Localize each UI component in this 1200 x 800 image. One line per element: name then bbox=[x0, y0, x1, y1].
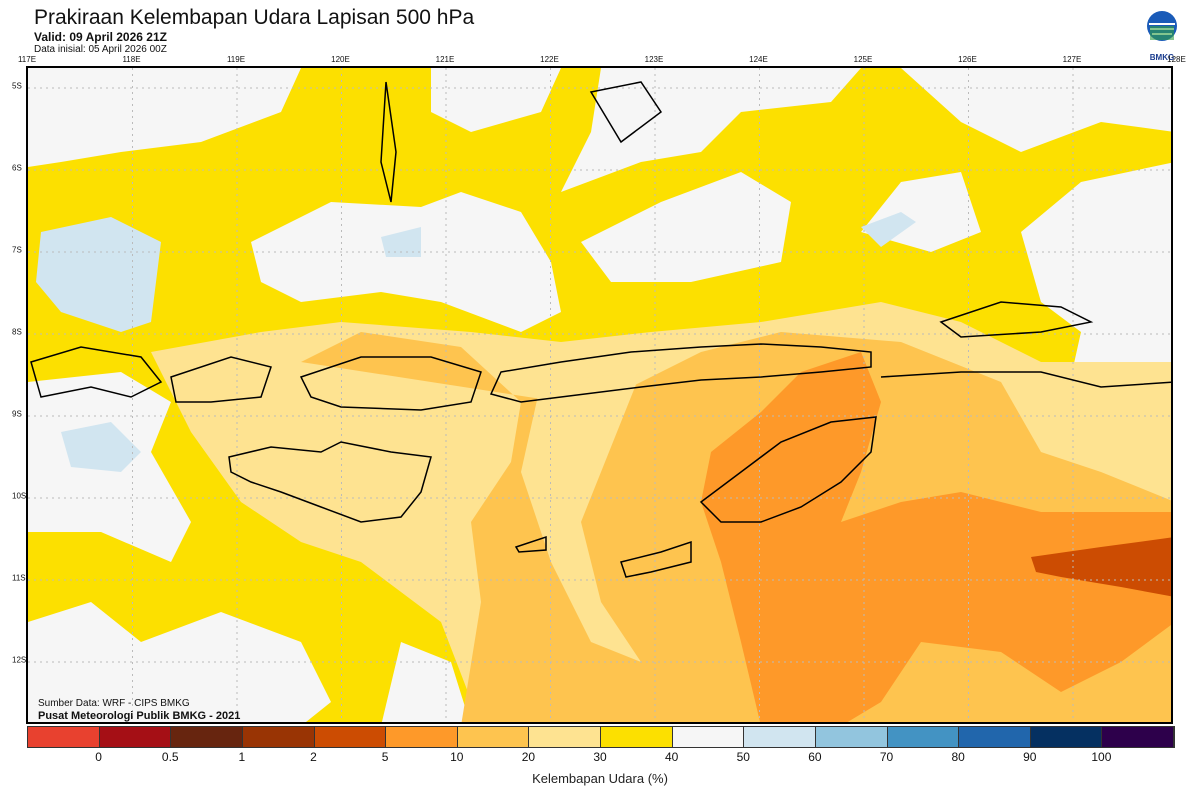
colorbar-tick: 80 bbox=[951, 750, 965, 764]
organization-credit: Pusat Meteorologi Publik BMKG - 2021 bbox=[38, 710, 241, 722]
colorbar-tick: 20 bbox=[521, 750, 536, 764]
lon-label: 126E bbox=[958, 55, 977, 64]
map-title: Prakiraan Kelembapan Udara Lapisan 500 h… bbox=[34, 6, 475, 29]
lon-label: 122E bbox=[540, 55, 559, 64]
coastlines bbox=[30, 81, 1171, 578]
humidity-5-10-region bbox=[701, 352, 1171, 722]
humidity-field bbox=[28, 68, 1171, 722]
lon-label: 121E bbox=[435, 55, 455, 64]
lon-label: 127E bbox=[1062, 55, 1082, 64]
colorbar-swatch bbox=[457, 727, 530, 747]
colorbar-tick: 30 bbox=[593, 750, 607, 764]
colorbar-tick: 0.5 bbox=[161, 750, 179, 764]
colorbar-swatch bbox=[314, 727, 387, 747]
colorbar-tick: 70 bbox=[879, 750, 894, 764]
colorbar-swatch bbox=[242, 727, 315, 747]
valid-time: Valid: 09 April 2026 21Z bbox=[34, 30, 167, 44]
humidity-20-30-band bbox=[521, 372, 641, 662]
colorbar-swatch bbox=[1030, 727, 1103, 747]
colorbar-tick: 10 bbox=[450, 750, 464, 764]
colorbar-swatch bbox=[887, 727, 960, 747]
lat-label: 9S bbox=[12, 409, 22, 419]
graticule bbox=[28, 68, 1171, 722]
lat-label: 5S bbox=[12, 81, 22, 91]
lat-label: 6S bbox=[12, 163, 22, 173]
colorbar-tick: 60 bbox=[808, 750, 822, 764]
colorbar-swatch bbox=[529, 727, 601, 747]
data-source: Sumber Data: WRF - CIPS BMKG bbox=[38, 698, 190, 709]
colorbar-tick: 40 bbox=[664, 750, 679, 764]
bmkg-logo: BMKG bbox=[1144, 10, 1180, 65]
lon-label: 125E bbox=[853, 55, 873, 64]
humidity-map bbox=[26, 66, 1173, 724]
bmkg-logo-icon bbox=[1147, 11, 1177, 41]
colorbar-swatch bbox=[1102, 727, 1174, 747]
colorbar-tick: 100 bbox=[1091, 750, 1112, 764]
init-time: Data inisial: 05 April 2026 00Z bbox=[34, 44, 167, 55]
humidity-2-5-region bbox=[1031, 537, 1171, 597]
lat-label: 11S bbox=[12, 573, 26, 583]
lon-label: 123E bbox=[644, 55, 664, 64]
lat-label: 10S bbox=[12, 491, 27, 501]
colorbar-swatch bbox=[815, 727, 888, 747]
lat-label: 12S bbox=[12, 655, 27, 665]
colorbar-swatch bbox=[99, 727, 172, 747]
lon-label: 119E bbox=[226, 55, 246, 64]
colorbar bbox=[27, 726, 1175, 748]
colorbar-swatch bbox=[386, 727, 458, 747]
lat-label: 7S bbox=[12, 245, 22, 255]
colorbar-tick: 2 bbox=[310, 750, 317, 764]
colorbar-tick: 50 bbox=[736, 750, 750, 764]
colorbar-tick: 5 bbox=[381, 750, 389, 764]
colorbar-swatch bbox=[744, 727, 816, 747]
lon-label: 124E bbox=[749, 55, 768, 64]
colorbar-swatch bbox=[28, 727, 100, 747]
colorbar-swatch bbox=[959, 727, 1031, 747]
colorbar-tick: 0 bbox=[95, 750, 102, 764]
colorbar-label: Kelembapan Udara (%) bbox=[532, 771, 668, 786]
humidity-50-60-regions bbox=[36, 212, 916, 472]
colorbar-swatch bbox=[672, 727, 745, 747]
colorbar-swatch bbox=[171, 727, 243, 747]
colorbar-swatch bbox=[601, 727, 673, 747]
lon-label: 117E bbox=[17, 55, 37, 64]
logo-text: BMKG bbox=[1149, 53, 1175, 62]
lon-label: 128E bbox=[1167, 55, 1186, 64]
lon-label: 118E bbox=[122, 55, 141, 64]
lat-label: 8S bbox=[12, 327, 22, 337]
colorbar-tick: 90 bbox=[1023, 750, 1037, 764]
lon-label: 120E bbox=[331, 55, 350, 64]
colorbar-tick: 1 bbox=[238, 750, 246, 764]
